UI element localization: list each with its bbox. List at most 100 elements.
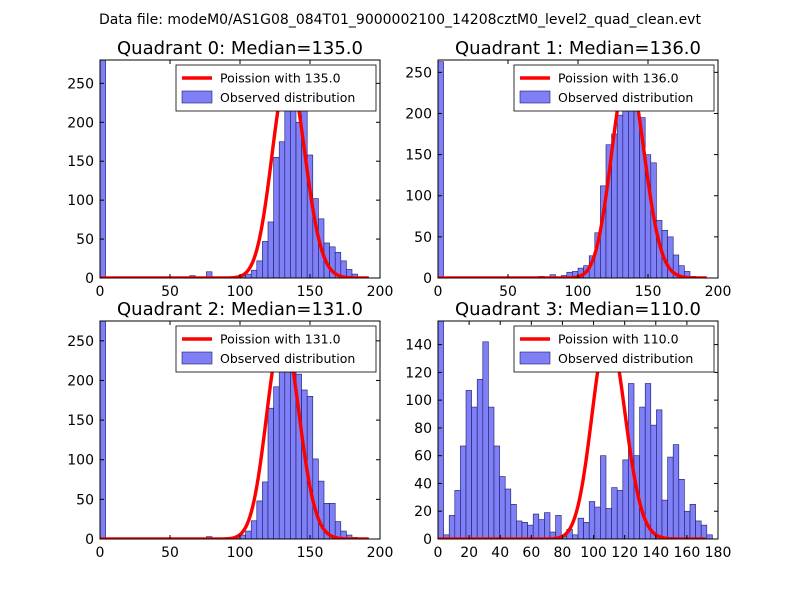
histogram-bar	[454, 490, 461, 539]
y-tick-label: 60	[414, 449, 432, 465]
histogram-bar	[346, 534, 353, 539]
x-tick-label: 150	[635, 284, 662, 300]
legend: Poission with 131.0 Observed distribution	[175, 325, 377, 373]
quadrant-0-panel: 0 50 100 150 200 0 50 100 150 200 250 Quadrant 0: M…	[67, 38, 393, 300]
quadrant-2-panel: 0 50 100 150 200 0 50 100 150 200 250 Quadrant 2: M…	[67, 299, 393, 561]
x-tick-label: 100	[227, 284, 254, 300]
histogram-bar	[351, 273, 358, 278]
histogram-bar	[438, 321, 444, 539]
histogram-bar	[667, 456, 674, 539]
x-tick-label: 0	[96, 545, 105, 561]
histogram-bar	[516, 520, 523, 539]
histogram-bar	[521, 522, 528, 539]
legend-bar-swatch	[181, 351, 213, 365]
histogram-bar	[594, 506, 601, 539]
y-tick-label: 100	[405, 189, 432, 205]
histogram-bar	[583, 522, 590, 539]
histogram-bar	[100, 321, 106, 539]
x-tick-label: 200	[367, 545, 394, 561]
histogram-bar	[572, 534, 579, 539]
legend-label-poisson: Poission with 136.0	[558, 71, 679, 86]
x-tick-label: 80	[554, 545, 572, 561]
y-tick-label: 200	[67, 115, 94, 131]
y-tick-label: 100	[67, 193, 94, 209]
histogram-bar	[465, 390, 472, 539]
histogram-bar	[622, 459, 629, 539]
histogram-bar	[290, 110, 297, 278]
histogram-bar	[689, 503, 696, 539]
histogram-bar	[616, 490, 624, 539]
y-tick-label: 80	[414, 421, 432, 437]
histogram-bar	[628, 100, 635, 278]
histogram-bar	[706, 534, 713, 539]
histogram-bar	[504, 488, 512, 539]
panel-title: Quadrant 1: Median=136.0	[455, 38, 701, 59]
legend-box	[513, 325, 715, 373]
y-tick-label: 0	[85, 271, 94, 287]
figure-suptitle: Data file: modeM0/AS1G08_084T01_90000021…	[99, 12, 701, 28]
histogram-bar	[476, 379, 484, 539]
histogram-bar	[600, 455, 607, 539]
y-tick-label: 50	[414, 230, 432, 246]
histogram-bar	[460, 445, 467, 539]
histogram-bar	[661, 499, 668, 539]
quadrant-1-panel: 0 50 100 150 200 0 50 100 150 200 250 Quadrant 1: M…	[405, 38, 731, 300]
y-tick-label: 100	[67, 453, 94, 469]
quadrant-3-panel: 0 20 40 60 80 100 120 140 160 1800204060801001201…	[405, 299, 731, 561]
histogram-bar	[656, 409, 663, 539]
histogram-bar	[611, 487, 618, 539]
legend-bar-swatch	[519, 351, 551, 365]
plot-area	[438, 321, 713, 539]
y-tick-label: 150	[67, 413, 94, 429]
y-tick-label: 0	[423, 532, 432, 548]
histogram-bar	[267, 407, 274, 539]
legend: Poission with 135.0 Observed distribution	[175, 64, 377, 112]
y-tick-label: 0	[423, 271, 432, 287]
x-tick-label: 20	[460, 545, 478, 561]
histogram-bar	[700, 524, 708, 539]
y-tick-label: 200	[67, 373, 94, 389]
legend-box	[175, 325, 377, 373]
histogram-bar	[267, 221, 274, 278]
y-tick-label: 250	[67, 76, 94, 92]
x-tick-label: 200	[705, 284, 732, 300]
histogram-bar	[532, 513, 540, 539]
histogram-bar	[482, 341, 489, 539]
histogram-bar	[644, 383, 652, 539]
legend: Poission with 110.0 Observed distribution	[513, 325, 715, 373]
x-tick-label: 50	[499, 284, 517, 300]
legend-label-observed: Observed distribution	[220, 351, 355, 366]
histogram-bar	[588, 501, 596, 539]
legend: Poission with 136.0 Observed distribution	[513, 64, 715, 112]
y-tick-label: 200	[405, 106, 432, 122]
x-tick-label: 160	[674, 545, 701, 561]
x-tick-label: 0	[434, 284, 443, 300]
y-tick-label: 50	[76, 232, 94, 248]
histogram-bar	[250, 520, 258, 539]
legend-label-poisson: Poission with 131.0	[220, 332, 341, 347]
histogram-bar	[544, 512, 551, 539]
y-tick-label: 100	[405, 393, 432, 409]
axes-frame	[437, 320, 719, 540]
legend-box	[513, 64, 715, 112]
histogram-bar	[510, 503, 517, 539]
histogram-bar	[672, 444, 680, 539]
legend-label-poisson: Poission with 135.0	[220, 71, 341, 86]
x-tick-label: 150	[297, 284, 324, 300]
y-tick-label: 250	[405, 65, 432, 81]
x-tick-label: 120	[611, 545, 638, 561]
histogram-bar	[448, 515, 456, 539]
x-tick-label: 100	[565, 284, 592, 300]
histogram-bar	[499, 476, 506, 539]
histogram-bar	[278, 141, 286, 278]
legend-label-observed: Observed distribution	[220, 90, 355, 105]
histogram-bar	[278, 344, 286, 539]
histogram-bar	[262, 481, 269, 539]
legend-box	[175, 64, 377, 112]
plot-area	[100, 60, 370, 278]
y-tick-label: 20	[414, 504, 432, 520]
histogram-bar	[577, 517, 584, 539]
histogram-bar	[245, 273, 252, 278]
histogram-bar	[538, 519, 545, 539]
